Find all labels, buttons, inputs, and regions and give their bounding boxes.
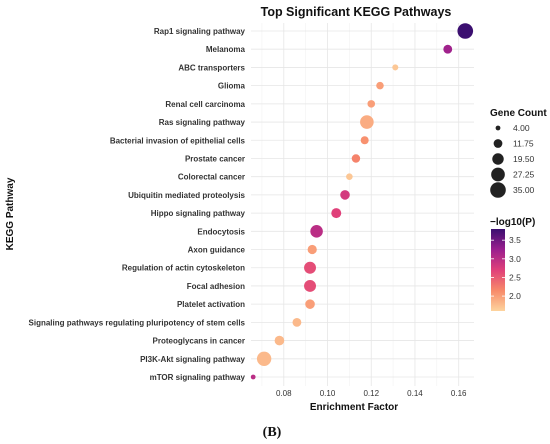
size-legend-dot xyxy=(491,167,505,182)
size-legend-dot xyxy=(495,125,501,131)
y-tick-label: Proteoglycans in cancer xyxy=(153,337,245,346)
data-point xyxy=(340,190,350,200)
color-legend-ticks: 3.5 3.0 2.5 2.0 xyxy=(491,235,521,301)
y-tick-label: PI3K-Akt signaling pathway xyxy=(140,355,245,364)
x-tick-labels: 0.08 0.10 0.12 0.14 0.16 xyxy=(276,389,467,398)
plot-panel: Rap1 signaling pathway Melanoma ABC transp… xyxy=(29,23,474,398)
y-tick-label: Renal cell carcinoma xyxy=(165,100,245,109)
data-point xyxy=(443,44,453,54)
y-tick-label: Regulation of actin cytoskeleton xyxy=(122,264,245,273)
y-tick-label: Ras signaling pathway xyxy=(159,118,246,127)
data-point xyxy=(307,244,317,255)
data-point xyxy=(346,173,353,180)
data-point xyxy=(351,154,361,163)
x-tick-label: 0.08 xyxy=(276,389,292,398)
data-point xyxy=(304,261,316,274)
y-tick-labels: Rap1 signaling pathway Melanoma ABC transp… xyxy=(29,27,246,382)
y-tick-label: Rap1 signaling pathway xyxy=(154,27,246,36)
data-point xyxy=(310,225,323,238)
size-legend-dot xyxy=(490,182,506,198)
chart-title: Top Significant KEGG Pathways xyxy=(261,5,452,19)
size-legend: Gene Count 4.00 11.75 19.50 27.25 35.00 xyxy=(490,108,547,198)
x-tick-label: 0.14 xyxy=(407,389,423,398)
y-tick-label: ABC transporters xyxy=(178,63,245,72)
color-legend-label: 3.5 xyxy=(509,235,521,245)
y-axis-title: KEGG Pathway xyxy=(5,177,16,250)
data-point xyxy=(392,64,399,71)
y-tick-label: Endocytosis xyxy=(197,227,245,236)
data-point xyxy=(292,317,302,327)
y-tick-label: mTOR signaling pathway xyxy=(150,373,246,382)
color-legend-bar xyxy=(491,229,505,311)
data-point xyxy=(304,279,316,292)
data-point xyxy=(367,100,376,108)
y-tick-label: Bacterial invasion of epithelial cells xyxy=(110,136,246,145)
size-legend-label: 27.25 xyxy=(513,170,535,180)
data-points xyxy=(250,23,474,380)
size-legend-label: 19.50 xyxy=(513,154,535,164)
y-tick-label: Melanoma xyxy=(206,45,246,54)
y-tick-label: Axon guidance xyxy=(188,246,246,255)
data-point xyxy=(360,115,374,129)
x-tick-label: 0.16 xyxy=(451,389,467,398)
color-legend: −log10(P) 3.5 3.0 2.5 2.0 xyxy=(490,217,535,311)
data-point xyxy=(256,351,272,366)
size-legend-label: 35.00 xyxy=(513,185,535,195)
y-tick-label: Signaling pathways regulating pluripoten… xyxy=(29,318,246,327)
y-tick-label: Platelet activation xyxy=(177,300,245,309)
x-tick-label: 0.10 xyxy=(320,389,336,398)
y-tick-label: Prostate cancer xyxy=(185,154,245,163)
color-legend-label: 2.0 xyxy=(509,291,521,301)
y-tick-label: Hippo signaling pathway xyxy=(151,209,246,218)
y-tick-label: Colorectal cancer xyxy=(178,173,245,182)
color-legend-label: 3.0 xyxy=(509,254,521,264)
data-point xyxy=(331,208,342,219)
data-point xyxy=(250,374,256,380)
data-point xyxy=(360,136,369,145)
x-axis-title: Enrichment Factor xyxy=(310,402,398,413)
color-legend-label: 2.5 xyxy=(509,272,521,282)
y-tick-label: Focal adhesion xyxy=(187,282,245,291)
panel-label: (B) xyxy=(263,425,282,440)
data-point xyxy=(274,335,285,346)
size-legend-items: 4.00 11.75 19.50 27.25 35.00 xyxy=(490,123,535,198)
size-legend-title: Gene Count xyxy=(490,108,547,119)
size-legend-dot xyxy=(493,139,503,148)
data-point xyxy=(457,23,474,39)
x-tick-label: 0.12 xyxy=(363,389,379,398)
size-legend-label: 4.00 xyxy=(513,123,530,133)
data-point xyxy=(305,299,315,309)
y-tick-label: Glioma xyxy=(218,82,246,91)
data-point xyxy=(376,81,384,90)
y-tick-label: Ubiquitin mediated proteolysis xyxy=(128,191,245,200)
size-legend-dot xyxy=(492,153,504,165)
grid-lines xyxy=(251,23,474,386)
color-legend-title: −log10(P) xyxy=(490,217,535,228)
size-legend-label: 11.75 xyxy=(513,139,534,149)
